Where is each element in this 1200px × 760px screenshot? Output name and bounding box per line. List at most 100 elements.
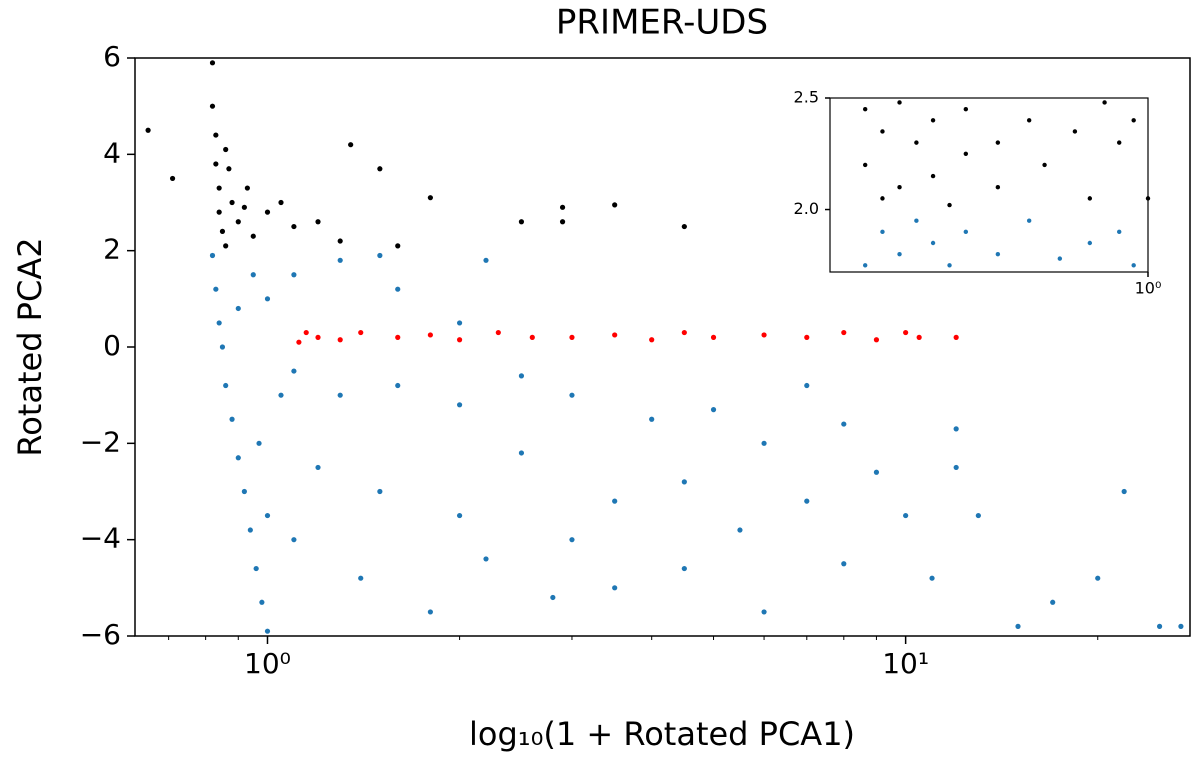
- point: [1117, 140, 1122, 145]
- point: [1072, 129, 1078, 134]
- y-axis-label: Rotated PCA2: [11, 237, 49, 456]
- point: [929, 575, 935, 581]
- point: [315, 334, 321, 340]
- point: [337, 238, 343, 244]
- point: [291, 537, 297, 543]
- point: [213, 161, 219, 167]
- plot-frame: [829, 97, 1149, 273]
- point: [873, 469, 880, 475]
- point: [975, 512, 981, 519]
- point: [518, 450, 525, 456]
- point: [916, 334, 922, 340]
- point: [216, 209, 222, 215]
- point: [456, 512, 463, 519]
- point: [1087, 240, 1093, 246]
- point: [250, 233, 256, 239]
- x-tick-label: 10¹: [882, 647, 929, 680]
- point: [427, 195, 433, 201]
- point: [880, 229, 885, 235]
- point: [1057, 256, 1063, 261]
- y-tick-label: 2.5: [794, 88, 819, 107]
- point: [209, 60, 216, 66]
- point: [897, 251, 902, 257]
- point: [612, 498, 618, 504]
- point: [241, 488, 247, 495]
- point: [903, 329, 909, 336]
- point: [395, 286, 401, 292]
- x-axis-label: log₁₀(1 + Rotated PCA1): [469, 715, 855, 753]
- point: [377, 252, 383, 259]
- point: [209, 103, 216, 109]
- point: [649, 337, 655, 343]
- point: [914, 218, 919, 223]
- point: [1095, 575, 1101, 581]
- point: [259, 599, 265, 605]
- point: [862, 263, 868, 268]
- point: [880, 196, 885, 201]
- point: [264, 512, 271, 519]
- point: [223, 382, 229, 389]
- point: [930, 118, 936, 123]
- point: [873, 337, 880, 343]
- point: [427, 609, 433, 615]
- point: [930, 240, 936, 246]
- point: [947, 202, 952, 208]
- point: [395, 382, 401, 389]
- point: [291, 368, 297, 374]
- y-tick-label: 2: [103, 233, 121, 266]
- point: [804, 334, 810, 340]
- point: [559, 219, 566, 225]
- point: [213, 286, 219, 292]
- point: [278, 392, 284, 398]
- point: [649, 416, 655, 422]
- point: [518, 219, 525, 225]
- point: [681, 329, 687, 336]
- point: [1117, 229, 1122, 235]
- point: [337, 337, 343, 343]
- point: [253, 565, 259, 572]
- point: [337, 392, 343, 398]
- point: [235, 305, 241, 312]
- point: [559, 204, 566, 210]
- point: [358, 575, 364, 581]
- point: [995, 185, 1001, 190]
- point: [264, 296, 271, 302]
- point: [1102, 100, 1107, 105]
- point: [710, 407, 717, 413]
- point: [995, 140, 1001, 145]
- point: [395, 243, 401, 249]
- point: [256, 440, 262, 446]
- point: [216, 185, 222, 191]
- point: [569, 537, 575, 543]
- point: [213, 132, 219, 138]
- point: [995, 251, 1001, 257]
- point: [761, 440, 767, 446]
- point: [395, 334, 401, 340]
- point: [315, 464, 321, 471]
- point: [278, 199, 284, 206]
- point: [264, 209, 271, 215]
- point: [303, 329, 309, 336]
- point: [358, 329, 364, 336]
- point: [963, 229, 969, 235]
- point: [247, 527, 253, 533]
- point: [953, 464, 959, 471]
- point: [483, 257, 489, 263]
- point: [529, 334, 535, 340]
- point: [456, 402, 463, 408]
- point: [145, 127, 151, 133]
- point: [1050, 599, 1056, 605]
- point: [264, 628, 271, 634]
- point: [1026, 218, 1032, 223]
- point: [841, 329, 847, 336]
- point: [235, 455, 241, 461]
- point: [612, 585, 618, 591]
- point: [219, 228, 226, 234]
- point: [315, 219, 321, 225]
- point: [862, 162, 868, 168]
- point: [495, 329, 501, 336]
- point: [963, 151, 969, 156]
- point: [804, 498, 810, 504]
- point: [223, 146, 229, 153]
